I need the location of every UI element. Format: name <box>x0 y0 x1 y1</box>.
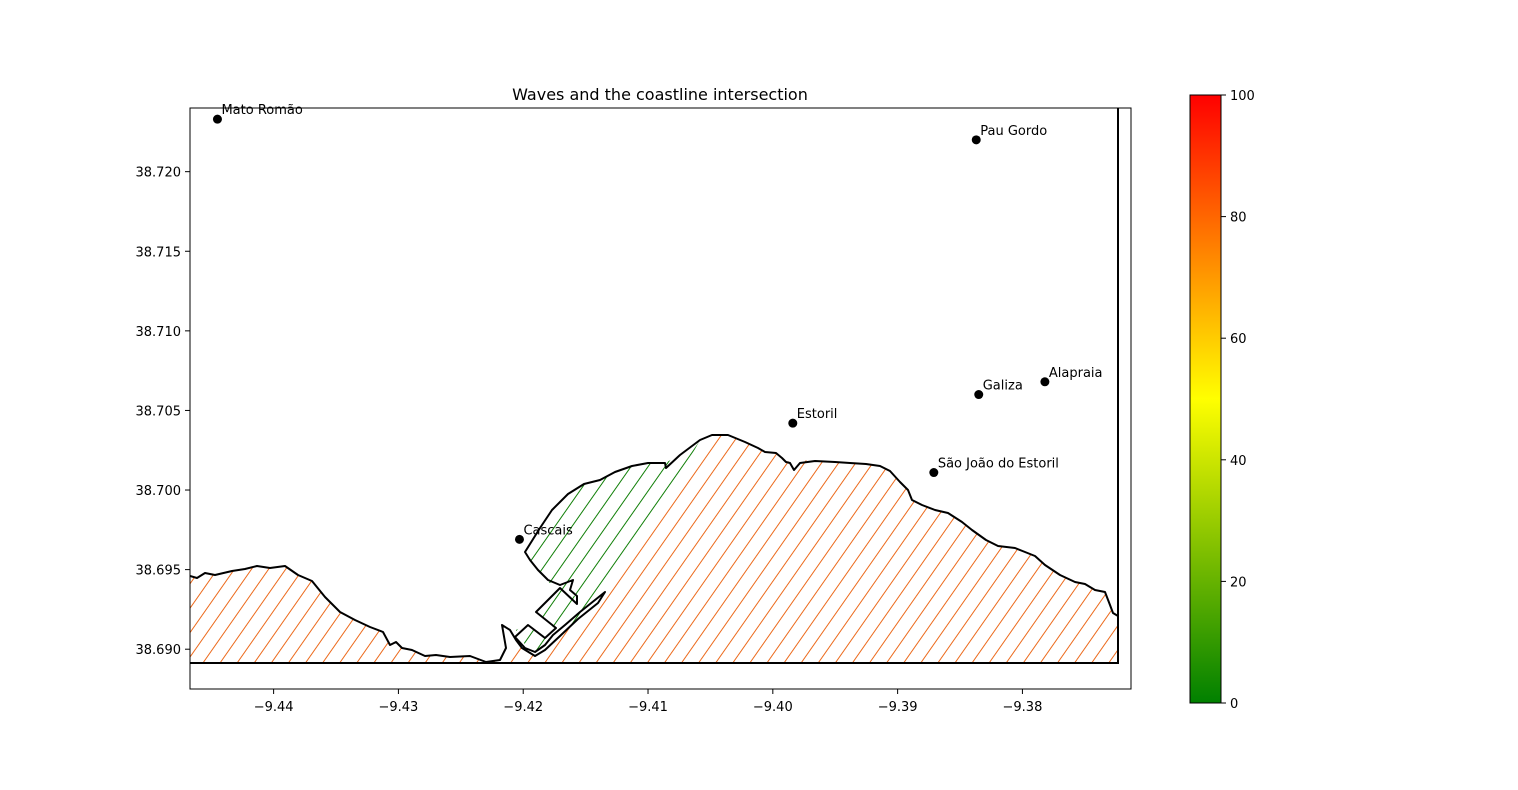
x-tick-label: −9.43 <box>378 700 418 715</box>
colorbar-tick-label: 80 <box>1230 211 1247 226</box>
y-tick-label: 38.715 <box>136 245 182 260</box>
x-tick-label: −9.38 <box>1003 700 1043 715</box>
place-marker <box>1040 377 1050 387</box>
y-tick-label: 38.720 <box>136 166 182 181</box>
places-layer: Mato Romão Pau Gordo Alapraia Galiza Estoril… <box>212 103 1103 544</box>
land-green-zone <box>516 440 700 652</box>
colorbar-tick-label: 100 <box>1230 89 1255 104</box>
y-tick-label: 38.700 <box>136 484 182 499</box>
x-tick-label: −9.44 <box>254 700 294 715</box>
place-label: Cascais <box>523 523 573 538</box>
place-marker <box>929 468 939 478</box>
y-tick-label: 38.695 <box>136 564 182 579</box>
place-label: São João do Estoril <box>938 457 1059 472</box>
place-label: Alapraia <box>1049 366 1103 381</box>
colorbar-gradient <box>1189 94 1222 704</box>
place-marker <box>974 390 984 400</box>
y-tick-label: 38.690 <box>136 643 182 658</box>
place-label: Estoril <box>797 407 838 422</box>
y-tick-label: 38.705 <box>136 404 182 419</box>
colorbar-tick-label: 20 <box>1230 575 1247 590</box>
x-tick-label: −9.41 <box>628 700 668 715</box>
x-axis: −9.44 −9.43 −9.42 −9.41 −9.40 −9.39 −9.38 <box>254 689 1043 715</box>
place-marker <box>971 135 981 145</box>
place-marker <box>514 534 524 544</box>
place-label: Galiza <box>983 379 1023 394</box>
x-tick-label: −9.42 <box>503 700 543 715</box>
place-marker <box>788 418 798 428</box>
x-tick-label: −9.40 <box>753 700 793 715</box>
coastline <box>190 434 1119 663</box>
colorbar-tick-label: 40 <box>1230 454 1247 469</box>
land-orange-zone <box>190 435 1118 663</box>
region-boundary <box>190 108 1119 664</box>
axes-frame <box>189 107 1132 690</box>
colorbar: 0 20 40 60 80 100 <box>1189 89 1255 712</box>
place-label: Mato Romão <box>221 103 302 118</box>
colorbar-tick-label: 0 <box>1230 697 1238 712</box>
x-tick-label: −9.39 <box>878 700 918 715</box>
map-title: Waves and the coastline intersection <box>512 85 808 104</box>
place-label: Pau Gordo <box>980 124 1047 139</box>
y-axis: 38.690 38.695 38.700 38.705 38.710 38.715 38.7… <box>136 166 190 658</box>
colorbar-tick-label: 60 <box>1230 332 1247 347</box>
place-marker <box>212 114 222 124</box>
colorbar-ticks: 0 20 40 60 80 100 <box>1221 89 1255 712</box>
y-tick-label: 38.710 <box>136 325 182 340</box>
land-area <box>190 108 1119 664</box>
